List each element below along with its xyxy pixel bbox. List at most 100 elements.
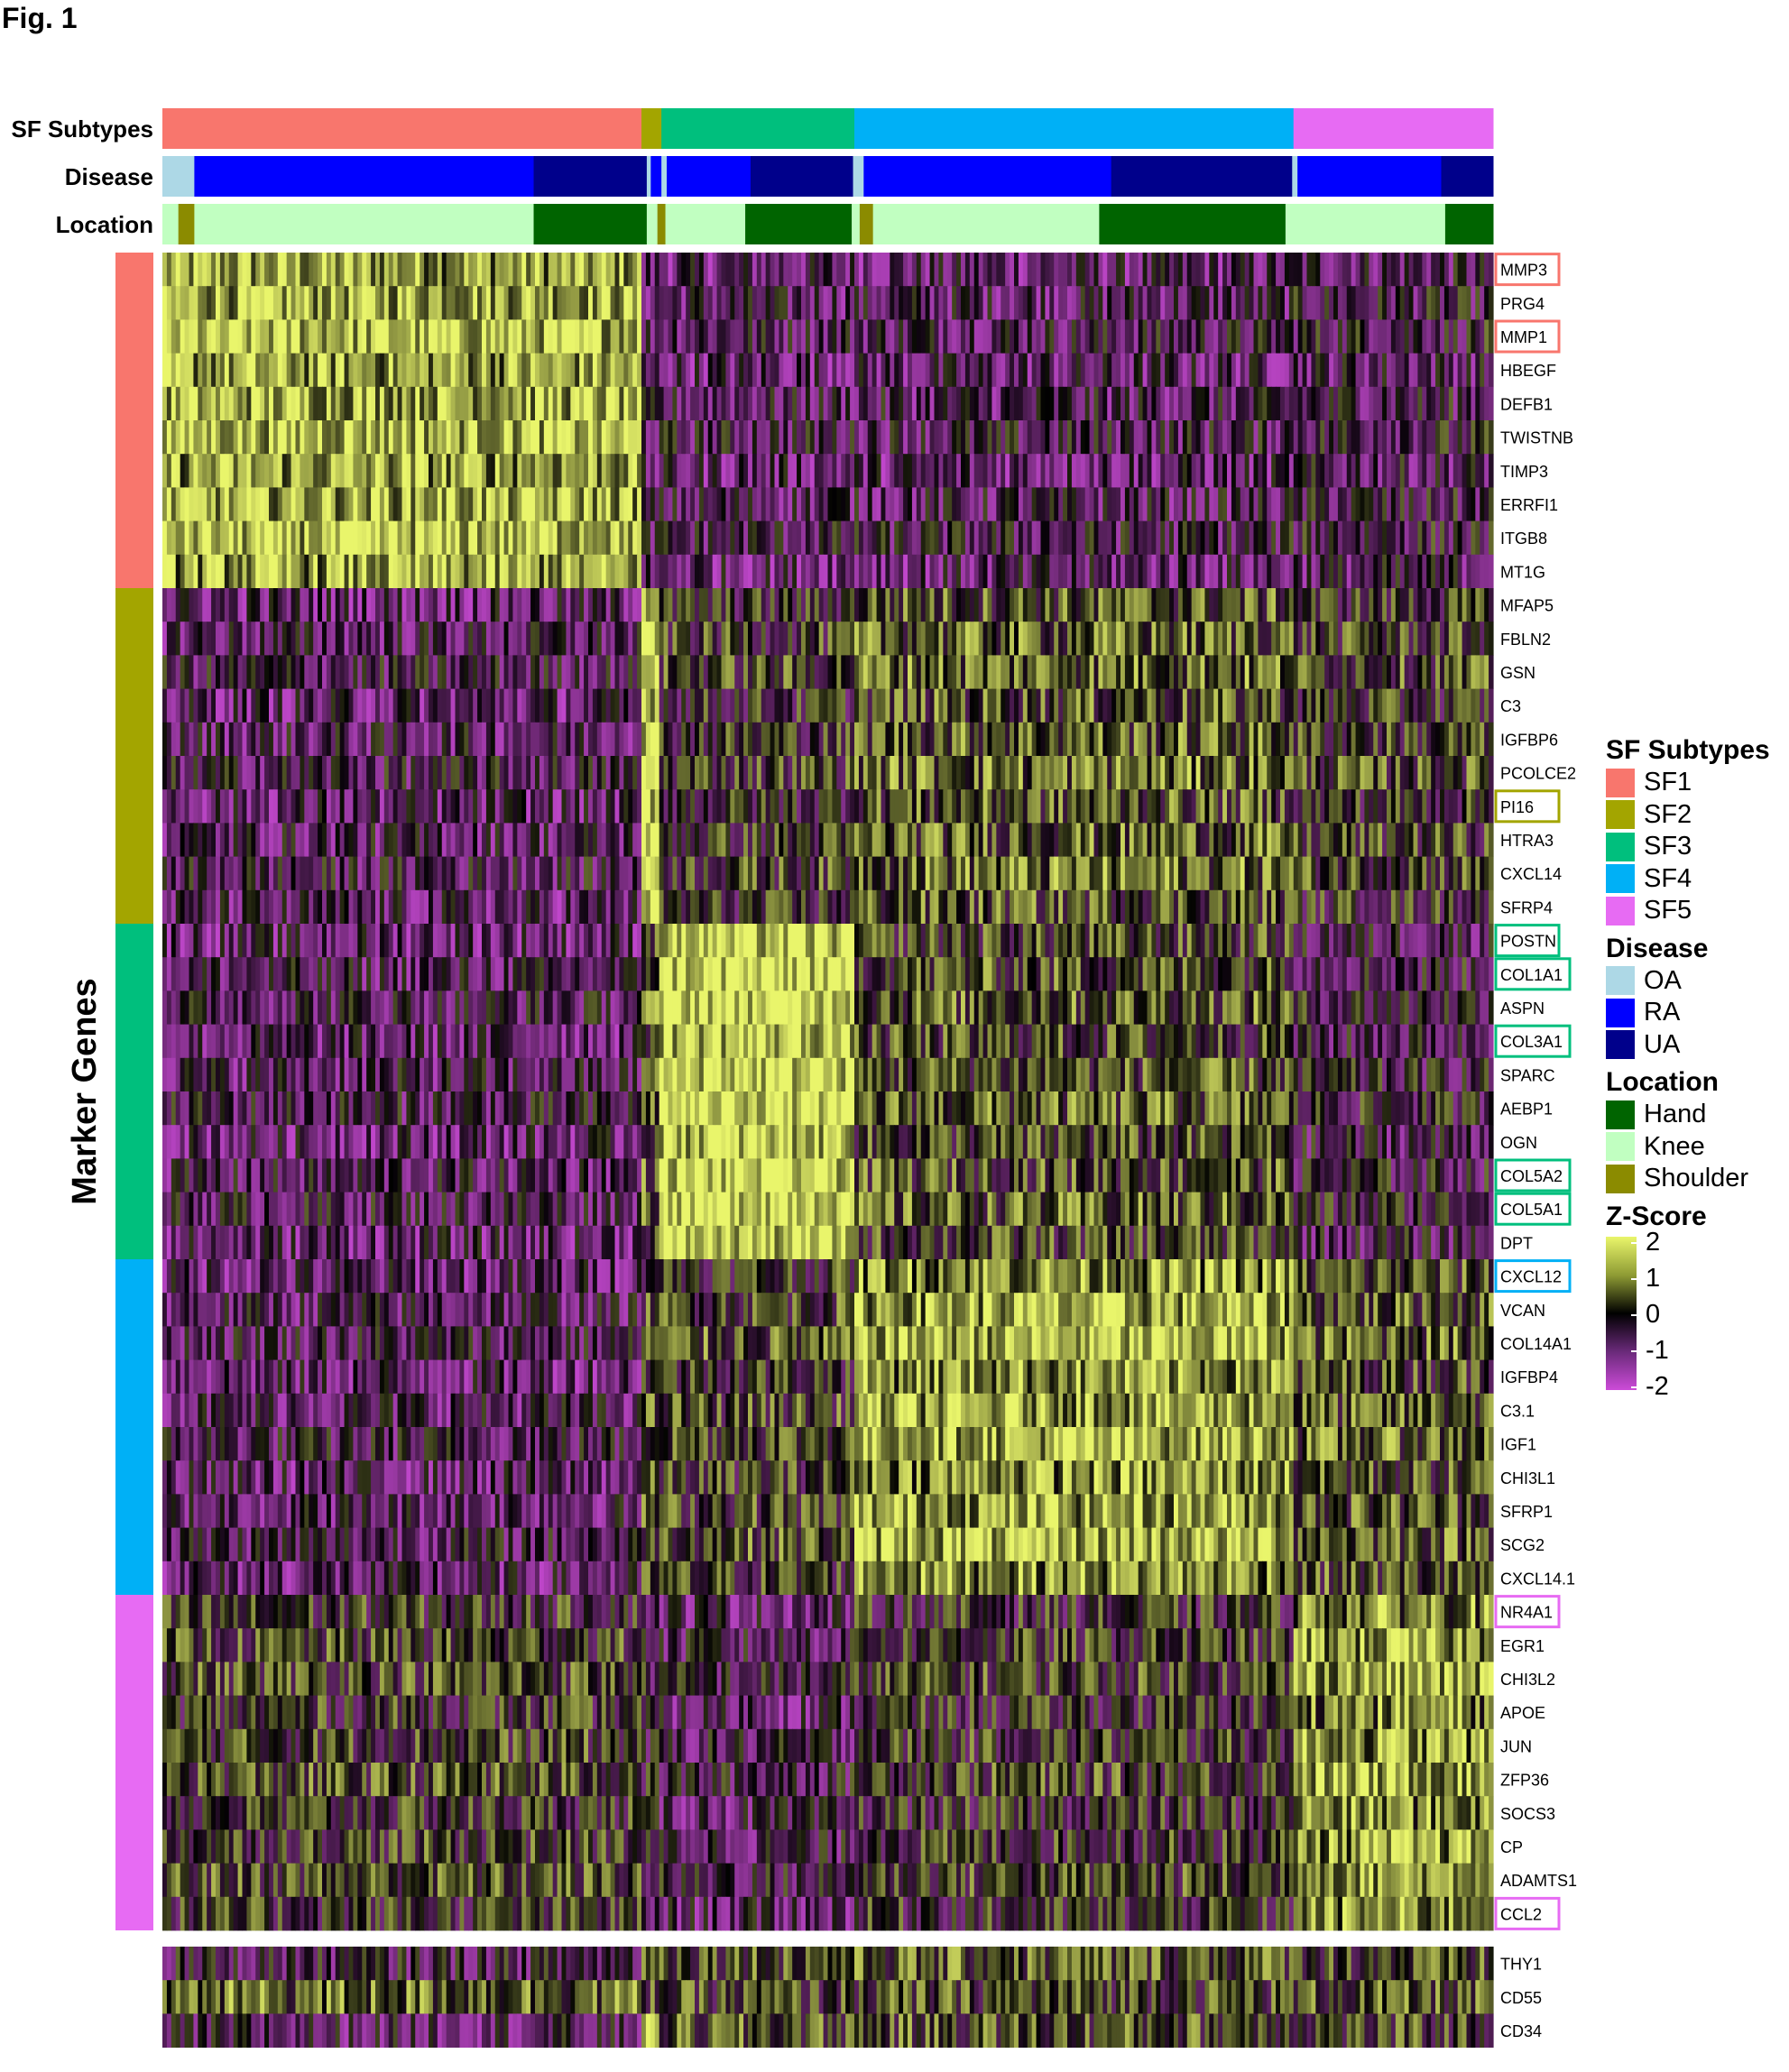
heatmap-cell [392, 554, 399, 589]
heatmap-cell [628, 386, 633, 421]
heatmap-cell [805, 319, 811, 354]
heatmap-cell [1302, 722, 1308, 757]
heatmap-cell [1174, 286, 1179, 320]
heatmap-cell [1280, 386, 1286, 421]
heatmap-cell [1142, 353, 1148, 388]
heatmap-cell [1408, 353, 1415, 388]
heatmap-cell [202, 520, 207, 556]
heatmap-cell [1355, 286, 1361, 320]
heatmap-cell [392, 319, 399, 354]
heatmap-cell [1093, 688, 1100, 723]
heatmap-cell [1440, 487, 1445, 521]
heatmap-cell [406, 756, 411, 790]
heatmap-cell [1022, 487, 1028, 521]
heatmap-cell [1124, 454, 1130, 488]
heatmap-cell [659, 789, 665, 824]
heatmap-cell [1395, 688, 1401, 723]
heatmap-cell [1124, 253, 1130, 287]
heatmap-cell [650, 420, 656, 455]
heatmap-cell [1054, 622, 1059, 656]
heatmap-cell [876, 688, 882, 723]
heatmap-cell [707, 588, 714, 622]
heatmap-cell [1107, 722, 1112, 757]
heatmap-cell [1213, 420, 1219, 455]
heatmap-cell [207, 253, 212, 287]
heatmap-cell [379, 487, 385, 521]
heatmap-cell [827, 286, 834, 320]
heatmap-cell [468, 253, 474, 287]
heatmap-cell [605, 520, 612, 556]
heatmap-cell [1267, 454, 1272, 488]
heatmap-cell [1231, 655, 1237, 689]
heatmap-cell [1147, 454, 1153, 488]
heatmap-cell [1235, 353, 1241, 388]
heatmap-cell [1195, 353, 1202, 388]
heatmap-cell [899, 554, 904, 589]
heatmap-cell [1346, 655, 1352, 689]
heatmap-cell [1284, 520, 1290, 556]
heatmap-cell [1337, 554, 1343, 589]
heatmap-cell [1258, 353, 1263, 388]
heatmap-cell [339, 319, 346, 354]
heatmap-cell [242, 655, 248, 689]
heatmap-cell [867, 386, 873, 421]
heatmap-cell [1111, 520, 1117, 556]
heatmap-cell [698, 253, 705, 287]
heatmap-cell [1315, 756, 1321, 790]
heatmap-cell [1329, 319, 1334, 354]
heatmap-cell [1142, 722, 1148, 757]
heatmap-cell [1045, 588, 1050, 622]
heatmap-cell [1452, 554, 1459, 589]
heatmap-cell [1369, 655, 1374, 689]
heatmap-cell [770, 386, 776, 421]
heatmap-cell [1435, 622, 1441, 656]
heatmap-cell [570, 520, 576, 556]
heatmap-cell [348, 554, 355, 589]
heatmap-cell [1342, 756, 1348, 790]
heatmap-cell [1129, 386, 1135, 421]
heatmap-cell [1276, 756, 1281, 790]
heatmap-cell [561, 622, 567, 656]
heatmap-cell [1329, 756, 1334, 790]
heatmap-cell [1346, 622, 1352, 656]
heatmap-cell [1005, 420, 1010, 455]
heatmap-cell [1258, 554, 1263, 589]
heatmap-cell [339, 688, 346, 723]
heatmap-cell [756, 420, 762, 455]
heatmap-cell [899, 722, 904, 757]
heatmap-cell [357, 756, 363, 790]
heatmap-cell [1408, 454, 1415, 488]
heatmap-cell [1116, 588, 1121, 622]
heatmap-cell [1209, 722, 1214, 757]
heatmap-cell [1151, 622, 1157, 656]
heatmap-cell [1031, 319, 1037, 354]
heatmap-cell [1151, 353, 1157, 388]
heatmap-cell [1209, 756, 1214, 790]
heatmap-cell [441, 722, 447, 757]
heatmap-cell [207, 622, 212, 656]
heatmap-cell [184, 253, 190, 287]
heatmap-cell [1098, 386, 1103, 421]
heatmap-cell [650, 655, 656, 689]
heatmap-cell [1369, 588, 1374, 622]
heatmap-cell [814, 420, 820, 455]
heatmap-cell [885, 319, 890, 354]
heatmap-cell [899, 353, 904, 388]
heatmap-cell [224, 622, 230, 656]
heatmap-cell [415, 319, 420, 354]
heatmap-cell [1329, 588, 1334, 622]
heatmap-cell [1111, 756, 1117, 790]
heatmap-cell [1005, 688, 1010, 723]
heatmap-cell [216, 554, 221, 589]
heatmap-cell [1382, 622, 1388, 656]
heatmap-cell [485, 487, 492, 521]
heatmap-cell [725, 588, 731, 622]
heatmap-cell [596, 554, 603, 589]
heatmap-cell [752, 789, 758, 824]
heatmap-cell [566, 253, 571, 287]
heatmap-cell [761, 722, 767, 757]
heatmap-cell [264, 688, 270, 723]
heatmap-cell [707, 487, 714, 521]
heatmap-cell [446, 655, 452, 689]
heatmap-cell [1195, 588, 1202, 622]
